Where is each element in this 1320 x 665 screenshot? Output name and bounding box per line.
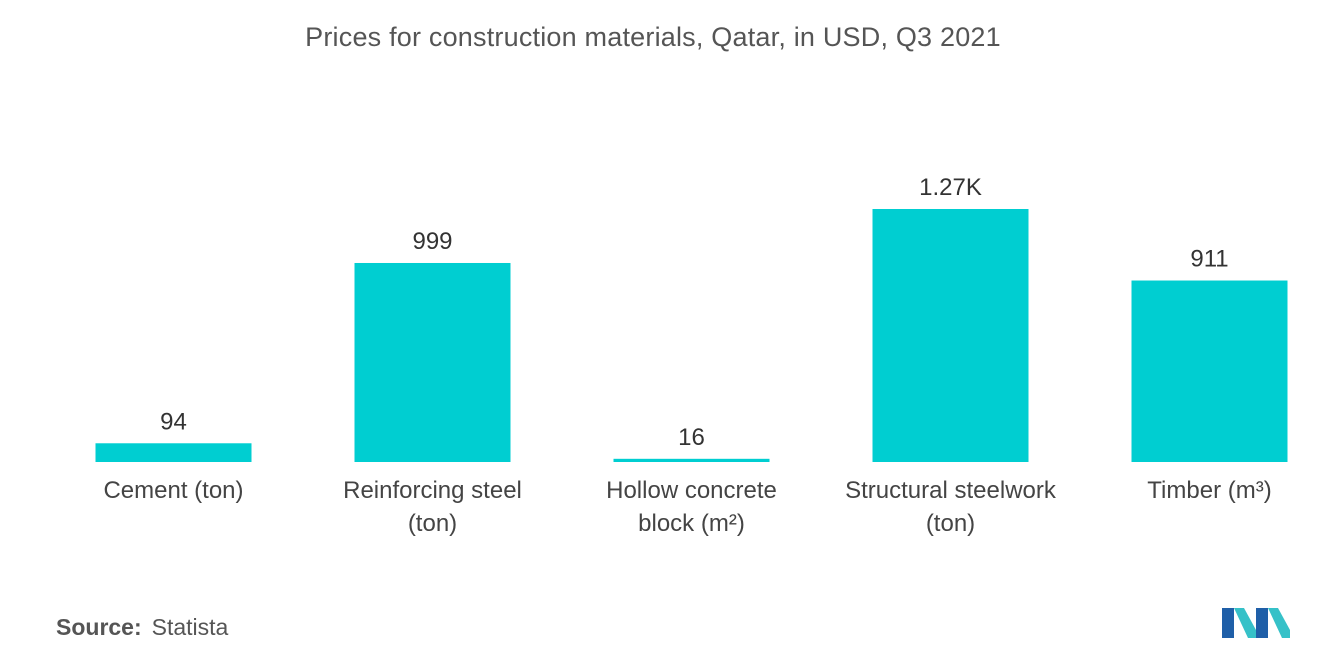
category-label-4-line-0: Timber (m³) [1147, 477, 1271, 504]
bar-3 [872, 209, 1029, 462]
category-label-1-line-1: (ton) [408, 510, 457, 537]
data-label-2: 16 [678, 424, 705, 451]
source-line: Source: Statista [56, 614, 228, 641]
category-label-1-line-0: Reinforcing steel [343, 477, 522, 504]
category-label-3-line-1: (ton) [926, 510, 975, 537]
bar-1 [354, 262, 511, 462]
data-label-1: 999 [412, 228, 452, 255]
bar-chart: 94 Cement (ton) 999 Reinforcing steel (ton) 1… [95, 174, 1288, 537]
category-label-3-line-0: Structural steelwork [845, 477, 1057, 504]
chart-title: Prices for construction materials, Qatar… [305, 22, 1001, 52]
data-label-4: 911 [1190, 246, 1228, 273]
bar-0 [95, 443, 252, 462]
category-label-2-line-1: block (m²) [638, 510, 745, 537]
data-label-0: 94 [160, 408, 187, 435]
data-label-3: 1.27K [919, 174, 982, 201]
bar-4 [1131, 280, 1288, 462]
bar-2 [613, 458, 770, 462]
category-label-0-line-0: Cement (ton) [103, 477, 243, 504]
source-value: Statista [151, 614, 229, 640]
mordor-intelligence-logo-icon [1222, 608, 1290, 638]
category-label-2-line-0: Hollow concrete [606, 477, 777, 504]
source-label: Source: [56, 614, 142, 640]
